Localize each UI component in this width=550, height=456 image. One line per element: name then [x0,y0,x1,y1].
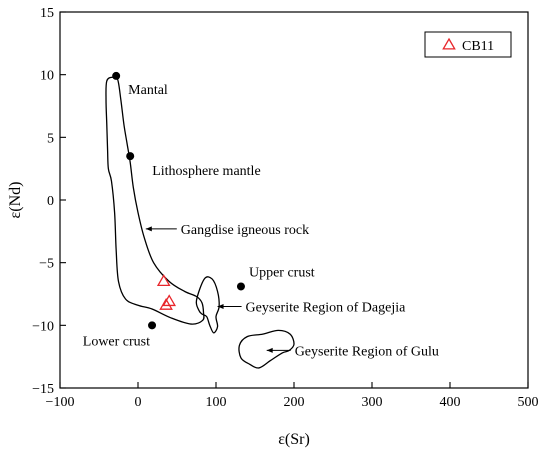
x-axis: −100 0 100 200 300 400 500 [46,382,539,410]
reference-point [126,152,135,161]
region-label: Gangdise igneous rock [181,223,309,238]
region-label: Geyserite Region of Gulu [295,344,439,359]
y-tick-label: 10 [40,69,54,84]
legend: CB11 [424,31,512,58]
reference-point-label: Lithosphere mantle [152,164,260,179]
legend-box [424,31,512,58]
data-point-cb11 [159,297,173,310]
y-tick-label: 5 [47,131,54,146]
series-layer [156,274,177,310]
y-tick-label: 0 [47,194,54,209]
y-tick-label: −10 [32,319,54,334]
y-tick-label: −15 [32,382,54,397]
reference-point-label: Upper crust [249,265,315,280]
x-tick-label: 300 [362,395,383,410]
reference-point [236,282,245,291]
x-tick-label: 0 [135,395,142,410]
x-tick-label: 100 [206,395,227,410]
x-axis-label: ε(Sr) [278,431,310,448]
region-arrowhead [145,226,152,232]
y-axis-label: ε(Nd) [7,182,24,219]
legend-marker-cb11 [442,37,456,50]
legend-label-cb11: CB11 [462,39,494,54]
region-outline [105,76,205,325]
region-outline [238,329,295,369]
data-point-cb11 [156,274,171,287]
y-axis: 15 10 5 0 −5 −10 −15 [32,6,66,397]
x-tick-label: 400 [440,395,461,410]
y-tick-label: 15 [40,6,54,21]
x-tick-label: 200 [284,395,305,410]
reference-point-label: Mantal [128,83,168,98]
y-tick-label: −5 [39,257,54,272]
region-arrowhead [217,304,224,310]
x-tick-label: 500 [518,395,539,410]
region-arrowhead [266,347,273,353]
reference-points-layer: Mantal Lithosphere mantle Upper crust Lower… [83,71,315,349]
reference-point [112,71,121,80]
x-tick-label: −100 [46,395,75,410]
regions-layer: Gangdise igneous rock Geyserite Region of… [105,76,439,369]
reference-point [148,321,157,330]
reference-point-label: Lower crust [83,334,150,349]
plot-frame [59,11,529,389]
region-outline [195,276,220,334]
region-label: Geyserite Region of Dagejia [246,301,407,316]
plot-area [59,11,529,389]
